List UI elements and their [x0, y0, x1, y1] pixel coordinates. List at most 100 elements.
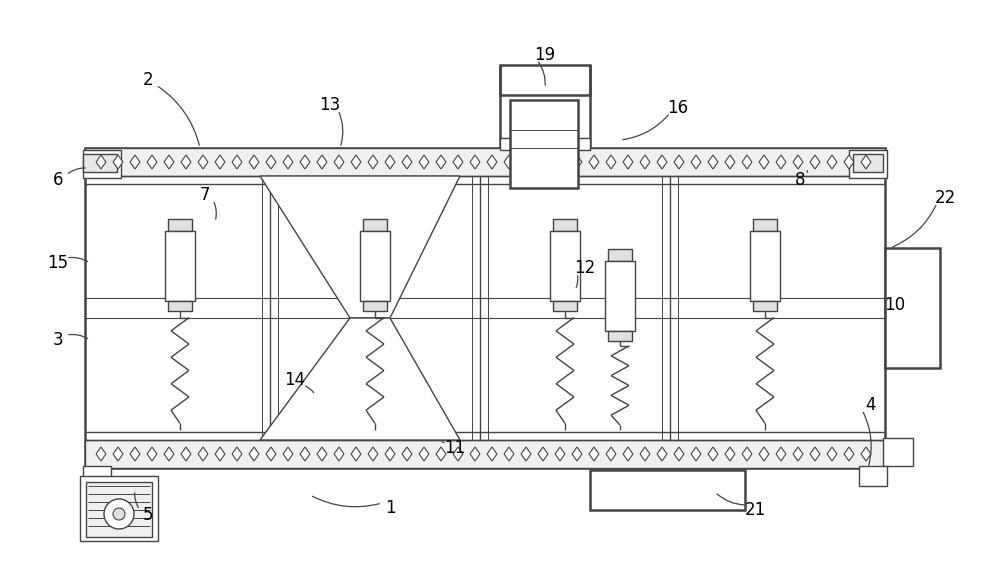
Bar — [86, 482, 152, 537]
Polygon shape — [419, 155, 429, 169]
Polygon shape — [776, 447, 786, 461]
Polygon shape — [300, 447, 310, 461]
Polygon shape — [130, 447, 140, 461]
Polygon shape — [640, 155, 650, 169]
Polygon shape — [725, 447, 735, 461]
Polygon shape — [725, 155, 735, 169]
Bar — [753, 301, 777, 311]
Bar — [550, 231, 580, 301]
Text: 21: 21 — [744, 501, 766, 519]
Polygon shape — [861, 447, 871, 461]
Polygon shape — [606, 447, 616, 461]
Polygon shape — [147, 447, 157, 461]
Polygon shape — [504, 447, 514, 461]
Polygon shape — [113, 155, 123, 169]
Polygon shape — [470, 447, 480, 461]
Bar — [510, 100, 578, 188]
Text: 13: 13 — [319, 96, 341, 114]
Polygon shape — [453, 447, 463, 461]
Bar — [165, 231, 195, 301]
Polygon shape — [691, 155, 701, 169]
Bar — [85, 148, 885, 176]
Bar — [883, 438, 913, 466]
Polygon shape — [249, 447, 259, 461]
Text: 10: 10 — [884, 296, 906, 314]
Text: 6: 6 — [53, 171, 63, 189]
Polygon shape — [113, 447, 123, 461]
Circle shape — [113, 508, 125, 520]
Polygon shape — [198, 447, 208, 461]
Bar — [590, 470, 745, 510]
Polygon shape — [300, 155, 310, 169]
Polygon shape — [385, 155, 395, 169]
Polygon shape — [759, 447, 769, 461]
Polygon shape — [776, 155, 786, 169]
Polygon shape — [351, 155, 361, 169]
Polygon shape — [793, 155, 803, 169]
Polygon shape — [759, 155, 769, 169]
Text: 3: 3 — [53, 331, 63, 349]
Polygon shape — [538, 447, 548, 461]
Polygon shape — [266, 155, 276, 169]
Text: 14: 14 — [284, 371, 306, 389]
Bar — [500, 138, 590, 150]
Bar — [80, 476, 158, 541]
Polygon shape — [674, 447, 684, 461]
Polygon shape — [215, 447, 225, 461]
Polygon shape — [385, 447, 395, 461]
Polygon shape — [623, 155, 633, 169]
Polygon shape — [181, 155, 191, 169]
Polygon shape — [589, 447, 599, 461]
Text: 16: 16 — [667, 99, 689, 117]
Bar — [83, 154, 117, 172]
Polygon shape — [334, 155, 344, 169]
Bar — [83, 466, 111, 486]
Text: 15: 15 — [47, 254, 69, 272]
Polygon shape — [810, 155, 820, 169]
Bar — [849, 150, 887, 178]
Polygon shape — [674, 155, 684, 169]
Polygon shape — [334, 447, 344, 461]
Polygon shape — [657, 155, 667, 169]
Polygon shape — [793, 447, 803, 461]
Polygon shape — [164, 447, 174, 461]
Polygon shape — [453, 155, 463, 169]
Polygon shape — [260, 318, 460, 440]
Polygon shape — [130, 155, 140, 169]
Bar — [363, 219, 387, 231]
Polygon shape — [181, 447, 191, 461]
Polygon shape — [402, 447, 412, 461]
Polygon shape — [623, 447, 633, 461]
Bar — [753, 219, 777, 231]
Bar — [859, 466, 887, 486]
Polygon shape — [266, 447, 276, 461]
Polygon shape — [742, 447, 752, 461]
Bar — [85, 148, 885, 468]
Polygon shape — [249, 155, 259, 169]
Polygon shape — [708, 155, 718, 169]
Polygon shape — [708, 447, 718, 461]
Bar — [83, 150, 121, 178]
Polygon shape — [368, 155, 378, 169]
Text: 11: 11 — [444, 439, 466, 457]
Text: 12: 12 — [574, 259, 596, 277]
Polygon shape — [368, 447, 378, 461]
Text: 4: 4 — [865, 396, 875, 414]
Polygon shape — [844, 155, 854, 169]
Polygon shape — [589, 155, 599, 169]
Polygon shape — [164, 155, 174, 169]
Polygon shape — [402, 155, 412, 169]
Polygon shape — [606, 155, 616, 169]
Polygon shape — [436, 155, 446, 169]
Polygon shape — [861, 155, 871, 169]
Polygon shape — [283, 447, 293, 461]
Text: 8: 8 — [795, 171, 805, 189]
Bar — [553, 219, 577, 231]
Polygon shape — [844, 447, 854, 461]
Text: 22: 22 — [934, 189, 956, 207]
Polygon shape — [260, 176, 460, 318]
Bar — [500, 65, 590, 95]
Polygon shape — [538, 155, 548, 169]
Bar — [605, 261, 635, 331]
Polygon shape — [317, 447, 327, 461]
